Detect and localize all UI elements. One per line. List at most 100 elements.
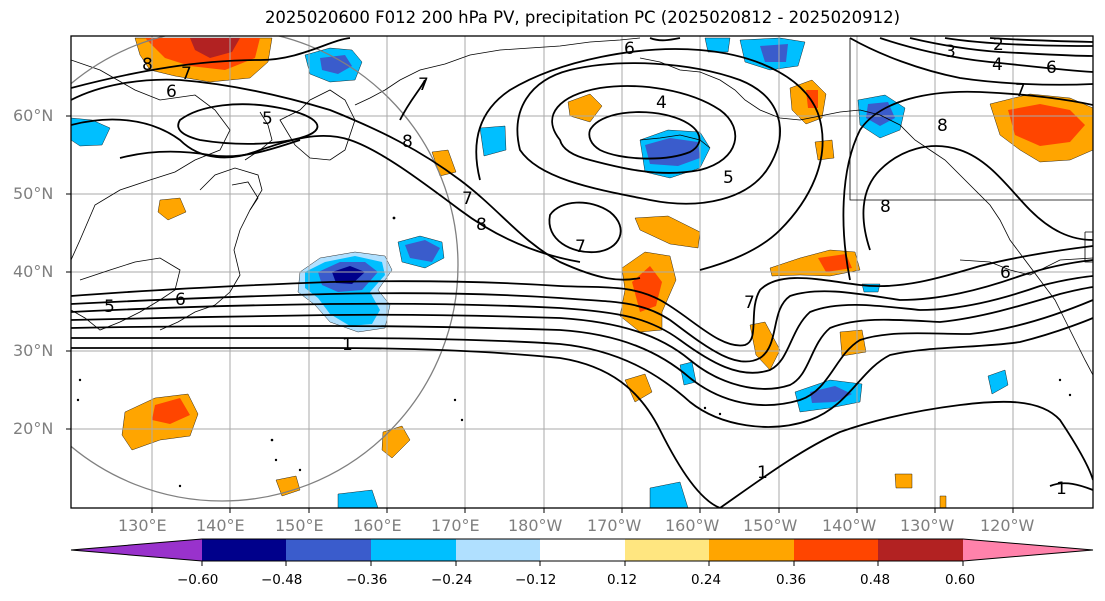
contour-label: 7 bbox=[744, 293, 755, 313]
precip-positive-area bbox=[894, 473, 913, 489]
precip-positive-area bbox=[814, 139, 835, 161]
pv-contours bbox=[71, 37, 1093, 508]
precip-positive-area bbox=[749, 321, 781, 371]
pv-contour bbox=[944, 37, 1093, 47]
precip-negative-area bbox=[810, 386, 852, 403]
contour-label: 7 bbox=[575, 237, 586, 257]
reference-circle bbox=[71, 36, 459, 502]
lat-label: 50°N bbox=[13, 184, 54, 203]
colorbar-segment bbox=[794, 539, 878, 561]
pv-contour bbox=[551, 85, 737, 174]
contour-label: 7 bbox=[1015, 81, 1026, 101]
precip-negative-area bbox=[405, 240, 440, 262]
pv-contour bbox=[71, 317, 1093, 428]
lon-label: 120°W bbox=[980, 516, 1035, 535]
contour-label: 6 bbox=[166, 82, 177, 102]
pv-contour bbox=[71, 118, 581, 263]
contour-label: 5 bbox=[262, 109, 273, 129]
contour-label: 6 bbox=[624, 39, 635, 59]
contour-label: 3 bbox=[945, 42, 956, 62]
contour-label: 8 bbox=[402, 132, 413, 152]
contour-labels: 8 7 6 5 6 5 1 7 8 7 8 6 5 7 7 8 3 2 4 6 … bbox=[104, 35, 1067, 499]
contour-label: 7 bbox=[462, 189, 473, 209]
lon-label: 170°W bbox=[587, 516, 642, 535]
precip-positive-area bbox=[624, 373, 653, 403]
gridlines bbox=[71, 36, 1093, 508]
pv-contour bbox=[71, 37, 351, 89]
islands bbox=[76, 216, 1072, 488]
contour-label: 8 bbox=[142, 55, 153, 75]
pv-contour bbox=[177, 103, 319, 145]
lat-label: 60°N bbox=[13, 106, 54, 125]
precip-negative-area bbox=[987, 369, 1009, 395]
precip-positive-area bbox=[806, 90, 818, 108]
precip-negative-area bbox=[760, 44, 788, 62]
lat-label: 20°N bbox=[13, 419, 54, 438]
pv-contour bbox=[399, 79, 426, 121]
contour-label: 8 bbox=[476, 215, 487, 235]
colorbar-segment bbox=[878, 539, 963, 561]
chart-title: 2025020600 F012 200 hPa PV, precipitatio… bbox=[264, 8, 901, 27]
colorbar-tick-label: −0.24 bbox=[431, 572, 473, 588]
map-area: 8 7 6 5 6 5 1 7 8 7 8 6 5 7 7 8 3 2 4 6 … bbox=[71, 35, 1093, 508]
precip-positive-area bbox=[634, 215, 701, 249]
contour-label: 6 bbox=[1046, 58, 1057, 78]
lon-label: 170°E bbox=[431, 516, 480, 535]
pv-contour bbox=[879, 37, 1093, 73]
pv-contour bbox=[71, 78, 641, 281]
precip-positive-area bbox=[1008, 104, 1085, 146]
pv-contour bbox=[71, 347, 721, 508]
precip-positive-area bbox=[839, 329, 867, 357]
precip-negative-area bbox=[704, 37, 731, 53]
precip-positive-area bbox=[567, 93, 603, 123]
precip-positive-area bbox=[939, 495, 947, 508]
pv-contour bbox=[71, 286, 1093, 390]
colorbar-tick-label: 0.48 bbox=[860, 572, 891, 588]
pv-contour bbox=[119, 139, 301, 159]
contour-label: 1 bbox=[342, 335, 353, 355]
precip-negative-area bbox=[337, 489, 379, 508]
contour-label: 4 bbox=[656, 93, 667, 113]
colorbar-segment bbox=[371, 539, 456, 561]
colorbar-tick-label: −0.60 bbox=[177, 572, 219, 588]
lon-label: 130°E bbox=[118, 516, 167, 535]
lon-label: 130°W bbox=[900, 516, 955, 535]
colorbar-tick-label: −0.36 bbox=[346, 572, 388, 588]
colorbar-extend-low bbox=[71, 539, 202, 561]
pv-contour bbox=[842, 90, 1093, 281]
colorbar-segment bbox=[625, 539, 709, 561]
pv-contour bbox=[548, 201, 622, 253]
colorbar-segment bbox=[456, 539, 540, 561]
pv-contour bbox=[909, 37, 1093, 57]
colorbar-tick-label: 0.60 bbox=[945, 572, 976, 588]
lat-label: 40°N bbox=[13, 262, 54, 281]
colorbar-tick-label: 0.36 bbox=[776, 572, 807, 588]
precip-positive-area bbox=[818, 254, 852, 272]
contour-label: 7 bbox=[181, 64, 192, 84]
colorbar-segment bbox=[540, 539, 625, 561]
lon-label: 180°W bbox=[508, 516, 563, 535]
colorbar-tick-label: −0.12 bbox=[515, 572, 557, 588]
colorbar-segment bbox=[709, 539, 794, 561]
contour-label: 4 bbox=[992, 55, 1003, 75]
contour-label: 6 bbox=[175, 290, 186, 310]
colorbar-segment bbox=[202, 539, 286, 561]
contour-label: 8 bbox=[937, 116, 948, 136]
precip-negative-area bbox=[649, 481, 689, 508]
pv-contour bbox=[862, 145, 1093, 251]
precip-negative-area bbox=[332, 266, 365, 284]
colorbar-segment bbox=[286, 539, 371, 561]
colorbar-extend-high bbox=[963, 539, 1093, 561]
precip-positive-area bbox=[157, 197, 187, 221]
contour-label: 2 bbox=[993, 35, 1004, 55]
pv-contour bbox=[849, 37, 1093, 86]
contour-label: 5 bbox=[723, 168, 734, 188]
precip-negative-area bbox=[866, 102, 895, 126]
lon-label: 150°W bbox=[743, 516, 798, 535]
colorbar-tick-label: 0.24 bbox=[691, 572, 722, 588]
precip-negative-area bbox=[320, 55, 352, 74]
axis-ticks bbox=[66, 115, 1014, 513]
contour-label: 7 bbox=[418, 75, 429, 95]
pv-contour bbox=[719, 400, 1093, 508]
